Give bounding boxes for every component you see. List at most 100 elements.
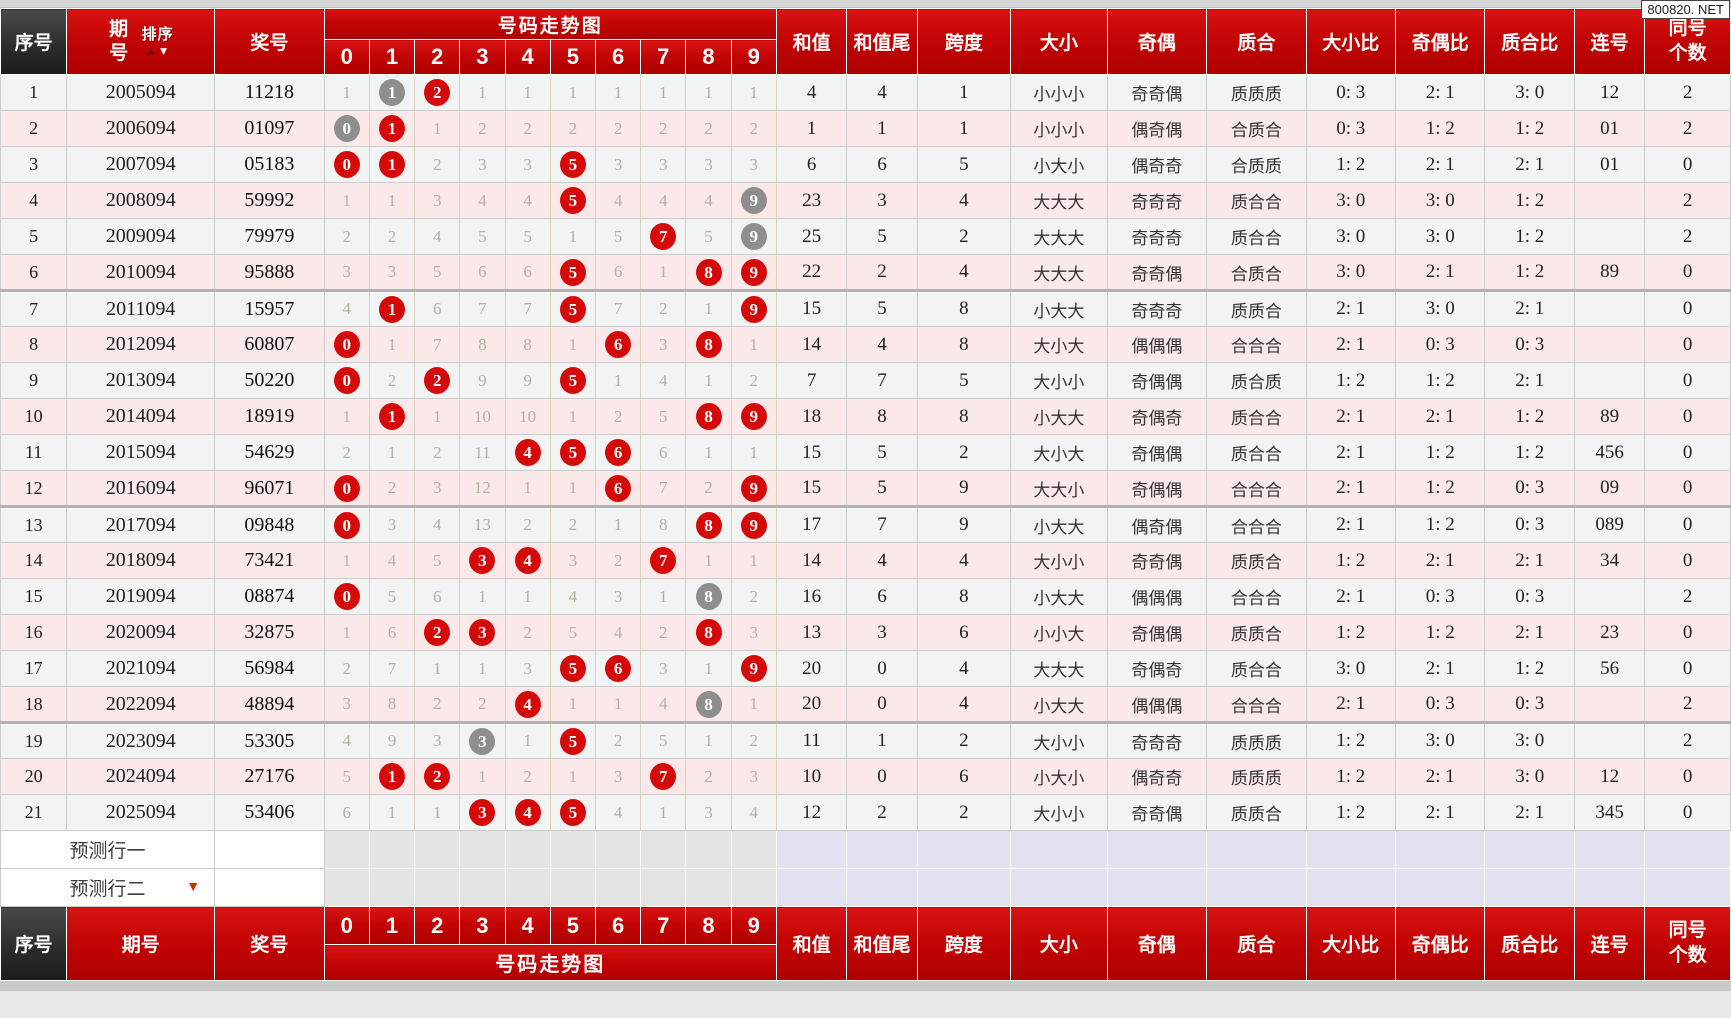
trend-cell: 2	[594, 542, 642, 579]
miss-count: 1	[568, 478, 578, 497]
prediction-trend-cell	[323, 868, 370, 907]
miss-count: 1	[704, 658, 713, 678]
row-seq: 21	[0, 794, 68, 831]
trend-cell: 5	[549, 289, 596, 327]
miss-count: 2	[342, 226, 352, 246]
drawn-digit-ball: 1	[378, 115, 405, 142]
row-size-ratio: 2: 1	[1305, 289, 1397, 327]
row-size-ratio: 0: 3	[1305, 110, 1397, 147]
trend-cell: 3	[414, 470, 461, 507]
row-seq: 9	[0, 362, 68, 399]
sort-asc-icon[interactable]: ▲	[144, 43, 158, 58]
miss-count: 2	[613, 406, 623, 426]
miss-count: 5	[523, 226, 532, 246]
table-row: 21 2025094 53406 6 1 1 3 4 5 4 1 3 4 12 2 2 大小小 奇奇偶 质质合 1: …	[0, 794, 1731, 831]
row-parity: 偶奇奇	[1106, 758, 1208, 795]
trend-cell: 1	[459, 758, 506, 795]
trend-cell: 8	[504, 326, 551, 363]
footer-digit-6: 6	[594, 906, 642, 945]
trend-cell: 7	[640, 470, 687, 507]
miss-count: 3	[342, 262, 352, 281]
row-parity: 奇偶奇	[1106, 398, 1208, 435]
row-consecutive: 89	[1573, 254, 1646, 291]
row-size: 小大大	[1010, 686, 1108, 723]
row-size-ratio: 3: 0	[1305, 650, 1397, 687]
prediction-value-cell	[1573, 830, 1646, 869]
row-prime: 质质合	[1206, 289, 1307, 327]
row-number: 96071	[214, 470, 325, 507]
trend-cell: 6	[323, 794, 370, 831]
sort-label[interactable]: 排序	[141, 25, 174, 43]
row-prime-ratio: 1: 2	[1484, 650, 1575, 687]
row-size: 小小大	[1010, 614, 1108, 651]
trend-cell: 8	[685, 578, 732, 615]
trend-cell: 13	[459, 505, 506, 543]
miss-count: 11	[474, 442, 491, 462]
miss-count: 1	[568, 82, 578, 102]
trend-cell: 9	[504, 362, 551, 399]
row-size-ratio: 2: 1	[1305, 505, 1397, 543]
trend-cell: 4	[504, 686, 551, 723]
table-row: 12 2016094 96071 0 2 3 12 1 1 6 7 2 9 15 5 9 大大小 奇偶偶 合合合 2:…	[0, 470, 1731, 507]
miss-count: 3	[749, 766, 759, 786]
trend-cell: 1	[549, 470, 596, 507]
drawn-digit-ball: 6	[605, 655, 632, 682]
trend-cell: 1	[323, 398, 370, 435]
trend-cell: 2	[459, 686, 506, 723]
row-consecutive: 01	[1573, 146, 1646, 183]
drawn-digit-ball: 2	[424, 79, 451, 106]
trend-cell: 7	[368, 650, 416, 687]
footer-digit-0: 0	[323, 906, 370, 945]
miss-count: 4	[478, 190, 487, 210]
trend-cell: 2	[414, 686, 461, 723]
row-number: 50220	[214, 362, 325, 399]
trend-cell: 4	[504, 794, 551, 831]
trend-cell: 1	[549, 686, 596, 723]
collapse-arrow-icon[interactable]: ▼	[186, 879, 201, 895]
sort-desc-icon[interactable]: ▼	[157, 43, 171, 58]
footer-same-count: 同号个数	[1644, 906, 1731, 981]
trend-cell: 1	[504, 470, 551, 507]
row-prime-ratio: 1: 2	[1484, 254, 1575, 291]
row-number: 08874	[214, 578, 325, 615]
trend-cell: 4	[594, 182, 642, 219]
row-same-count: 0	[1644, 650, 1731, 687]
miss-count: 2	[613, 550, 623, 570]
row-same-count: 0	[1644, 326, 1731, 363]
bottom-header: 序号 期号 奖号 0 1 2 3 4 5 6 7 8 9 和值 和值尾 跨度 大…	[0, 906, 1731, 981]
trend-cell: 2	[594, 398, 642, 435]
row-same-count: 0	[1644, 434, 1731, 471]
row-prime: 质质合	[1206, 542, 1307, 579]
row-seq: 3	[0, 146, 68, 183]
row-span: 4	[916, 686, 1012, 723]
drawn-digit-ball: 1	[378, 295, 405, 323]
miss-count: 3	[478, 154, 487, 174]
row-prime: 质质质	[1206, 721, 1307, 759]
trend-cell: 1	[594, 362, 642, 399]
row-sum-tail: 4	[846, 542, 918, 579]
trend-cell: 1	[414, 794, 461, 831]
miss-count: 2	[432, 442, 442, 462]
drawn-digit-ball: 3	[469, 547, 496, 574]
miss-count: 3	[749, 622, 759, 642]
header-digit-9: 9	[730, 39, 777, 75]
miss-count: 1	[523, 586, 532, 606]
trend-cell: 1	[323, 74, 370, 111]
trend-cell: 8	[685, 398, 732, 435]
prediction-value-cell	[1644, 868, 1731, 907]
header-trend-banner: 号码走势图	[323, 8, 777, 40]
drawn-digit-ball: 4	[514, 690, 541, 718]
miss-count: 5	[478, 226, 487, 246]
row-sum-tail: 5	[846, 470, 918, 507]
miss-count: 3	[659, 154, 668, 174]
miss-count: 1	[387, 190, 397, 210]
row-number: 15957	[214, 289, 325, 327]
sort-control[interactable]: 排序 ▲▼	[142, 27, 174, 57]
trend-cell: 3	[459, 794, 506, 831]
trend-cell: 2	[323, 218, 370, 255]
trend-cell: 2	[323, 434, 370, 471]
row-parity-ratio: 2: 1	[1395, 398, 1486, 435]
row-size-ratio: 2: 1	[1305, 578, 1397, 615]
trend-cell: 4	[594, 614, 642, 651]
trend-cell: 1	[368, 326, 416, 363]
